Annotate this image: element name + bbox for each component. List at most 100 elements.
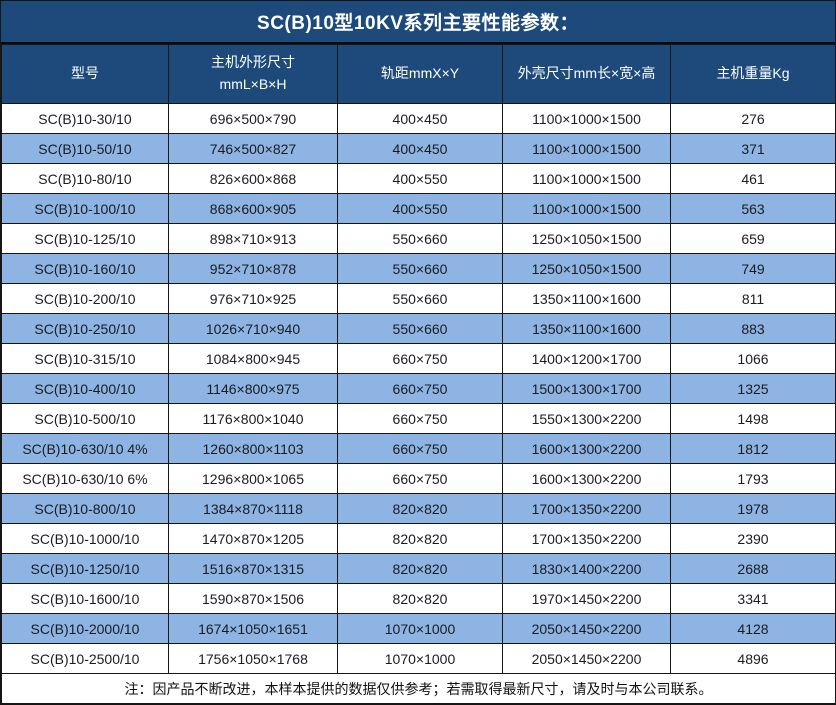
page-title: SC(B)10型10KV系列主要性能参数： [1, 1, 835, 44]
table-row: SC(B)10-1000/10 1470×870×1205 820×820 1700×… [1, 523, 835, 554]
col-header-gauge-label: 轨距mmX×Y [380, 65, 460, 82]
col-header-shell-dimensions: 外壳尺寸mm长×宽×高 [502, 44, 671, 104]
table-row: SC(B)10-2000/10 1674×1050×1651 1070×1000 20… [1, 613, 835, 644]
cell-shell-dimensions: 2050×1450×2200 [502, 643, 671, 674]
cell-gauge: 820×820 [337, 523, 503, 554]
cell-weight: 811 [670, 283, 835, 314]
cell-shell-dimensions: 1600×1300×2200 [502, 433, 671, 464]
cell-host-dimensions: 1296×800×1065 [168, 463, 338, 494]
cell-host-dimensions: 1516×870×1315 [168, 553, 338, 584]
cell-weight: 1812 [670, 433, 835, 464]
cell-model: SC(B)10-630/10 4% [1, 433, 169, 464]
cell-host-dimensions: 1470×870×1205 [168, 523, 338, 554]
cell-weight: 563 [670, 193, 835, 224]
table-row: SC(B)10-1250/10 1516×870×1315 820×820 1830×… [1, 553, 835, 584]
cell-model: SC(B)10-500/10 [1, 403, 169, 434]
cell-gauge: 820×820 [337, 493, 503, 524]
cell-weight: 749 [670, 253, 835, 284]
cell-host-dimensions: 1756×1050×1768 [168, 643, 338, 674]
cell-gauge: 550×660 [337, 253, 503, 284]
cell-gauge: 550×660 [337, 223, 503, 254]
cell-host-dimensions: 1146×800×975 [168, 373, 338, 404]
cell-shell-dimensions: 1250×1050×1500 [502, 253, 671, 284]
cell-model: SC(B)10-1600/10 [1, 583, 169, 614]
cell-weight: 3341 [670, 583, 835, 614]
table-row: SC(B)10-250/10 1026×710×940 550×660 1350×11… [1, 313, 835, 344]
cell-shell-dimensions: 1100×1000×1500 [502, 163, 671, 194]
table-row: SC(B)10-80/10 826×600×868 400×550 1100×1000… [1, 163, 835, 194]
cell-gauge: 820×820 [337, 583, 503, 614]
cell-model: SC(B)10-1000/10 [1, 523, 169, 554]
table-row: SC(B)10-2500/10 1756×1050×1768 1070×1000 20… [1, 643, 835, 674]
cell-model: SC(B)10-100/10 [1, 193, 169, 224]
cell-shell-dimensions: 1500×1300×1700 [502, 373, 671, 404]
col-header-model-label: 型号 [71, 65, 99, 82]
cell-weight: 2688 [670, 553, 835, 584]
cell-model: SC(B)10-200/10 [1, 283, 169, 314]
cell-gauge: 400×450 [337, 103, 503, 134]
cell-weight: 1498 [670, 403, 835, 434]
cell-model: SC(B)10-800/10 [1, 493, 169, 524]
cell-host-dimensions: 898×710×913 [168, 223, 338, 254]
cell-model: SC(B)10-50/10 [1, 133, 169, 164]
cell-host-dimensions: 826×600×868 [168, 163, 338, 194]
cell-host-dimensions: 746×500×827 [168, 133, 338, 164]
cell-shell-dimensions: 1970×1450×2200 [502, 583, 671, 614]
cell-host-dimensions: 1084×800×945 [168, 343, 338, 374]
cell-host-dimensions: 696×500×790 [168, 103, 338, 134]
cell-shell-dimensions: 1350×1100×1600 [502, 313, 671, 344]
cell-shell-dimensions: 1100×1000×1500 [502, 103, 671, 134]
table-row: SC(B)10-100/10 868×600×905 400×550 1100×100… [1, 193, 835, 224]
cell-weight: 371 [670, 133, 835, 164]
col-header-shell-dimensions-label: 外壳尺寸mm长×宽×高 [517, 65, 656, 82]
col-header-host-dimensions-line1: 主机外形尺寸 [211, 54, 295, 71]
cell-weight: 1978 [670, 493, 835, 524]
table-row: SC(B)10-800/10 1384×870×1118 820×820 1700×1… [1, 493, 835, 524]
cell-host-dimensions: 1590×870×1506 [168, 583, 338, 614]
cell-model: SC(B)10-400/10 [1, 373, 169, 404]
cell-host-dimensions: 976×710×925 [168, 283, 338, 314]
table-row: SC(B)10-400/10 1146×800×975 660×750 1500×13… [1, 373, 835, 404]
header-row: 型号 主机外形尺寸 mmL×B×H 轨距mmX×Y 外壳尺寸mm长×宽×高 主机… [1, 44, 835, 104]
cell-shell-dimensions: 2050×1450×2200 [502, 613, 671, 644]
cell-weight: 4896 [670, 643, 835, 674]
cell-gauge: 660×750 [337, 373, 503, 404]
cell-gauge: 660×750 [337, 463, 503, 494]
table-row: SC(B)10-630/10 4% 1260×800×1103 660×750 160… [1, 433, 835, 464]
table-row: SC(B)10-160/10 952×710×878 550×660 1250×105… [1, 253, 835, 284]
table-row: SC(B)10-630/10 6% 1296×800×1065 660×750 160… [1, 463, 835, 494]
col-header-weight-label: 主机重量Kg [716, 65, 790, 82]
cell-weight: 276 [670, 103, 835, 134]
table-row: SC(B)10-125/10 898×710×913 550×660 1250×105… [1, 223, 835, 254]
table-row: SC(B)10-30/10 696×500×790 400×450 1100×1000… [1, 103, 835, 134]
cell-shell-dimensions: 1100×1000×1500 [502, 133, 671, 164]
cell-shell-dimensions: 1700×1350×2200 [502, 493, 671, 524]
cell-model: SC(B)10-2000/10 [1, 613, 169, 644]
cell-gauge: 1070×1000 [337, 643, 503, 674]
cell-model: SC(B)10-1250/10 [1, 553, 169, 584]
cell-gauge: 400×450 [337, 133, 503, 164]
col-header-host-dimensions-line2: mmL×B×H [219, 76, 287, 92]
col-header-gauge: 轨距mmX×Y [337, 44, 503, 104]
cell-gauge: 400×550 [337, 163, 503, 194]
cell-weight: 4128 [670, 613, 835, 644]
cell-model: SC(B)10-315/10 [1, 343, 169, 374]
cell-model: SC(B)10-250/10 [1, 313, 169, 344]
table-row: SC(B)10-200/10 976×710×925 550×660 1350×110… [1, 283, 835, 314]
cell-shell-dimensions: 1250×1050×1500 [502, 223, 671, 254]
cell-host-dimensions: 1260×800×1103 [168, 433, 338, 464]
table-row: SC(B)10-50/10 746×500×827 400×450 1100×1000… [1, 133, 835, 164]
cell-weight: 461 [670, 163, 835, 194]
cell-model: SC(B)10-30/10 [1, 103, 169, 134]
col-header-model: 型号 [1, 44, 169, 104]
cell-model: SC(B)10-160/10 [1, 253, 169, 284]
cell-shell-dimensions: 1830×1400×2200 [502, 553, 671, 584]
cell-host-dimensions: 868×600×905 [168, 193, 338, 224]
cell-gauge: 660×750 [337, 403, 503, 434]
cell-weight: 1325 [670, 373, 835, 404]
cell-shell-dimensions: 1350×1100×1600 [502, 283, 671, 314]
cell-host-dimensions: 1384×870×1118 [168, 493, 338, 524]
spec-table: 型号 主机外形尺寸 mmL×B×H 轨距mmX×Y 外壳尺寸mm长×宽×高 主机… [1, 44, 835, 704]
cell-gauge: 660×750 [337, 343, 503, 374]
cell-host-dimensions: 1176×800×1040 [168, 403, 338, 434]
